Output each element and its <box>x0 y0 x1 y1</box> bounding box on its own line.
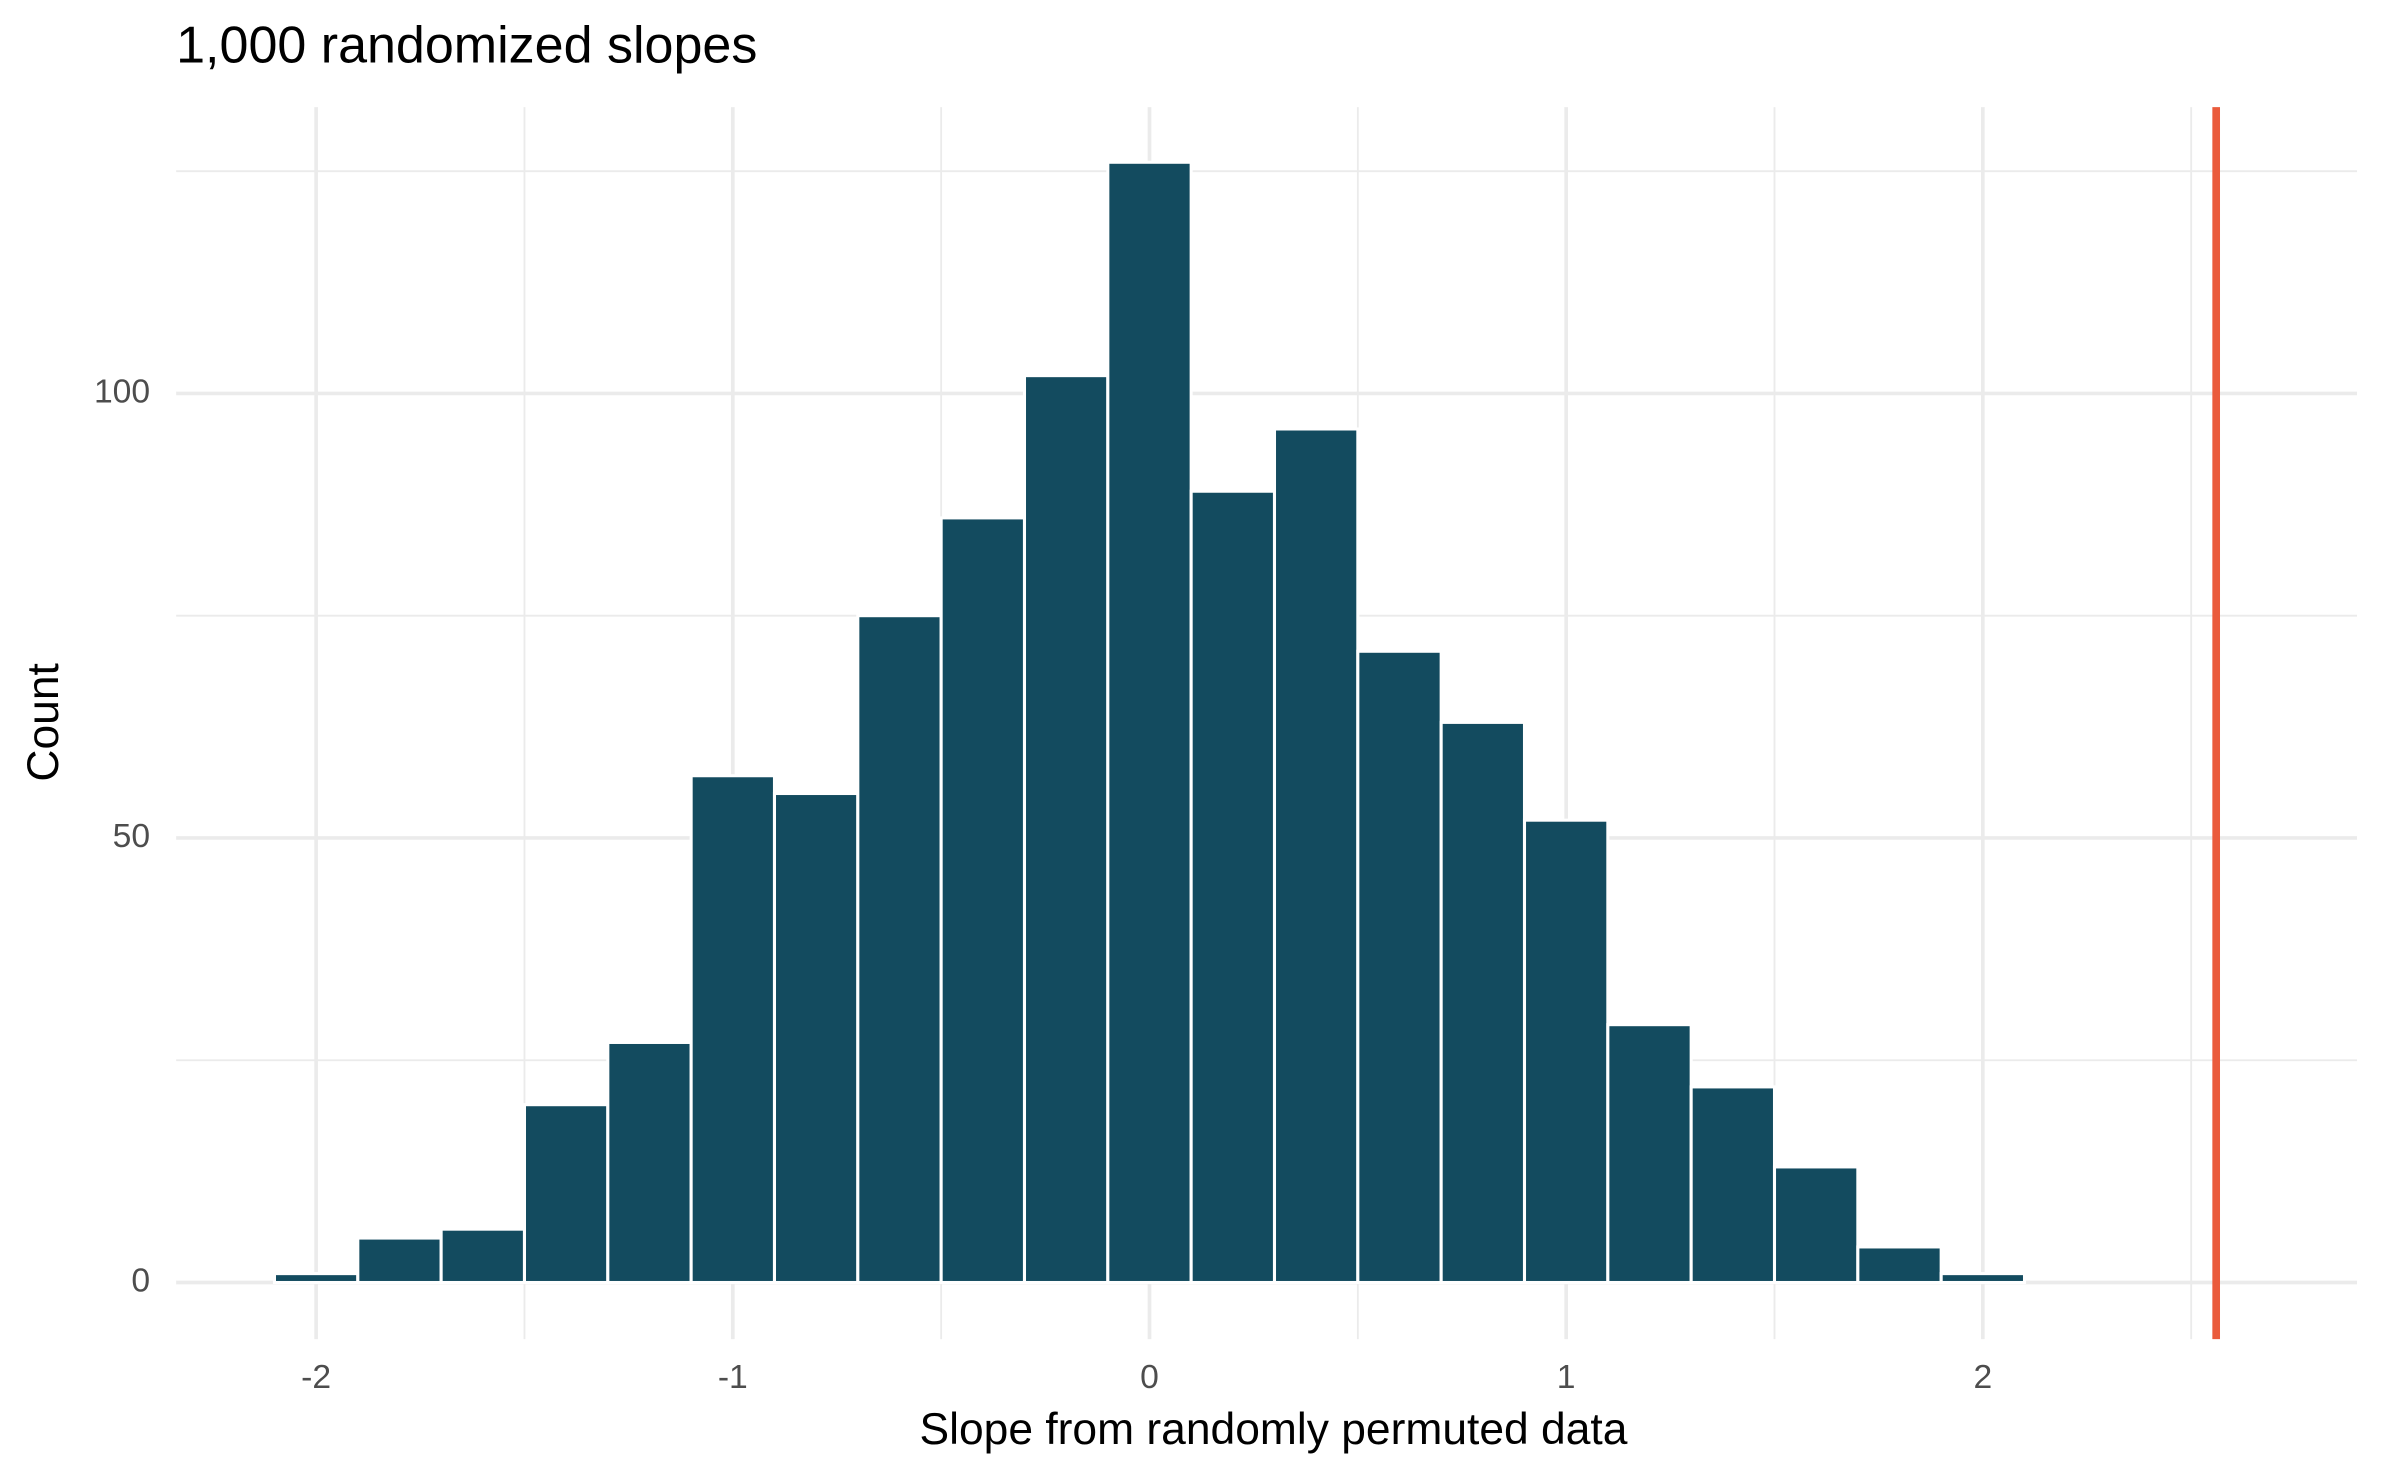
y-axis-title: Count <box>19 663 68 781</box>
bar <box>1106 160 1193 1285</box>
bar <box>856 614 943 1285</box>
bar <box>1189 489 1277 1285</box>
bar <box>689 774 777 1285</box>
bar <box>1356 649 1443 1285</box>
y-tick-label: 0 <box>131 1262 150 1299</box>
bar <box>1522 818 1610 1285</box>
bar <box>1272 427 1360 1285</box>
x-tick-label: -2 <box>301 1359 331 1396</box>
y-tick-label: 100 <box>94 373 150 410</box>
bar <box>1856 1245 1943 1285</box>
x-axis-title: Slope from randomly permuted data <box>920 1405 1628 1454</box>
x-tick-label: 2 <box>1973 1359 1992 1396</box>
bar <box>1772 1165 1860 1285</box>
bar <box>1939 1272 2027 1285</box>
bar <box>772 791 860 1285</box>
x-tick-label: 1 <box>1557 1359 1576 1396</box>
chart-title: 1,000 randomized slopes <box>176 17 757 75</box>
x-tick-label: -1 <box>718 1359 748 1396</box>
bar <box>606 1040 693 1285</box>
bar <box>1689 1085 1777 1285</box>
bar <box>439 1227 527 1285</box>
y-tick-label: 50 <box>113 818 150 855</box>
bar <box>1022 374 1110 1285</box>
bar <box>939 516 1027 1285</box>
bar <box>1606 1023 1693 1285</box>
x-tick-label: 0 <box>1140 1359 1159 1396</box>
bar <box>356 1236 443 1285</box>
bar <box>1439 720 1527 1285</box>
bar <box>272 1272 360 1285</box>
bar <box>522 1103 610 1285</box>
